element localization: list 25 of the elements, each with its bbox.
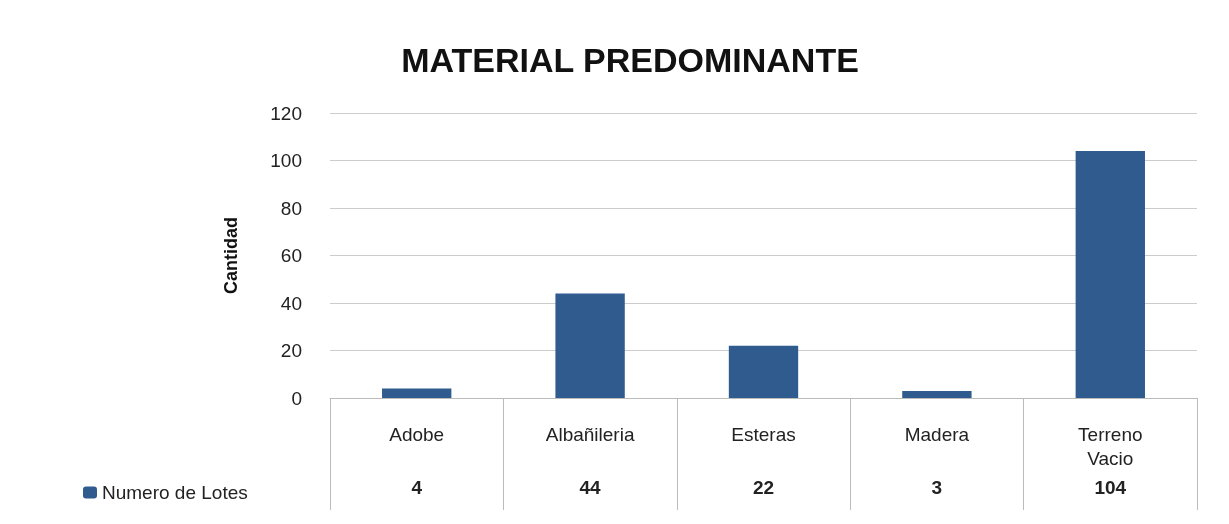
bar xyxy=(1075,151,1145,398)
chart-title: MATERIAL PREDOMINANTE xyxy=(401,41,859,79)
y-tick-label: 100 xyxy=(270,150,302,171)
legend-label: Numero de Lotes xyxy=(102,482,248,503)
data-label: 3 xyxy=(931,477,943,498)
bar xyxy=(902,390,972,398)
x-tick-label: Madera xyxy=(904,423,970,445)
y-tick-label: 40 xyxy=(280,292,302,314)
y-tick-label: 60 xyxy=(280,245,302,266)
y-tick-label: 20 xyxy=(280,340,302,361)
data-label: 44 xyxy=(579,477,602,498)
y-tick-label: 80 xyxy=(280,197,302,219)
x-tick-label: Adobe xyxy=(389,423,445,445)
y-tick-label: 0 xyxy=(291,387,302,409)
bar xyxy=(555,293,625,398)
x-tick-label: Albañileria xyxy=(545,423,635,445)
bar xyxy=(382,388,452,398)
x-tick-label: Esteras xyxy=(731,423,796,445)
data-label: 104 xyxy=(1094,477,1127,498)
x-tick-label: Terreno Vacio xyxy=(1078,423,1143,469)
y-axis-title: Cantidad xyxy=(221,216,241,295)
bar xyxy=(728,345,799,398)
y-tick-label: 120 xyxy=(270,102,302,124)
data-label: 4 xyxy=(411,477,423,498)
data-label: 22 xyxy=(752,477,775,498)
